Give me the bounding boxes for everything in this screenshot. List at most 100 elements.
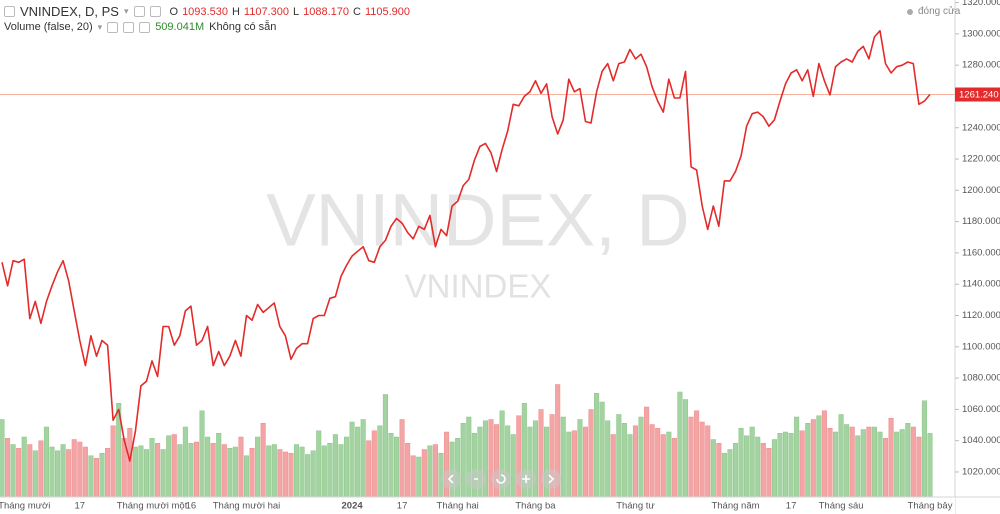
x-tick-label: Tháng năm — [711, 501, 759, 512]
volume-bar — [366, 440, 372, 498]
volume-bar — [927, 433, 933, 498]
volume-bar — [238, 436, 244, 498]
settings-icon[interactable] — [107, 21, 119, 33]
scroll-left-button[interactable] — [441, 469, 461, 489]
volume-bar — [616, 414, 622, 498]
volume-bar — [777, 433, 783, 498]
volume-bar — [921, 400, 927, 498]
close-icon[interactable] — [139, 21, 151, 33]
ohlc: O 1093.530 H 1107.300 L 1088.170 C 1105.900 — [170, 6, 411, 18]
volume-bar — [232, 446, 238, 498]
volume-bar — [88, 455, 94, 498]
dropdown-arrow[interactable]: ▾ — [123, 6, 129, 16]
volume-bar — [782, 431, 789, 498]
volume-bar — [377, 425, 383, 498]
hide-icon[interactable] — [149, 6, 161, 17]
x-tick-label: Tháng mười — [0, 501, 50, 512]
scroll-right-button[interactable] — [541, 469, 561, 489]
volume-bar — [0, 419, 5, 498]
volume-bar — [43, 426, 49, 498]
x-tick-label: 17 — [75, 501, 86, 512]
volume-bar — [210, 443, 216, 498]
y-tick-label: 1220.000 — [962, 154, 1000, 165]
symbol: VNINDEX, D, PS — [20, 4, 119, 19]
volume-bar — [249, 448, 255, 498]
volume-bar — [788, 433, 794, 498]
volume-bar — [421, 449, 427, 498]
y-tick-label: 1200.000 — [962, 185, 1000, 196]
status-dot — [907, 8, 913, 15]
volume-bar — [532, 420, 538, 498]
volume-bar — [93, 458, 99, 498]
y-tick-label: 1100.000 — [962, 341, 1000, 352]
volume-bar — [866, 426, 872, 498]
volume-bar — [883, 438, 889, 498]
volume-bar — [338, 444, 344, 498]
reset-button[interactable] — [491, 469, 511, 489]
volume-bar — [677, 391, 683, 498]
volume-bar — [638, 416, 644, 498]
y-tick-label: 1080.000 — [962, 373, 1000, 384]
volume-bar — [794, 416, 800, 498]
volume-bar — [299, 446, 305, 498]
volume-bar — [143, 449, 150, 498]
volume-bar — [227, 448, 233, 498]
x-tick-label: Tháng bảy — [908, 501, 953, 512]
settings-icon[interactable] — [133, 6, 145, 17]
dropdown-arrow[interactable]: ▾ — [97, 21, 103, 32]
volume-bar — [255, 436, 261, 498]
volume-bar — [705, 425, 711, 498]
volume-bar — [621, 423, 627, 498]
collapse-icon[interactable] — [4, 6, 15, 17]
nav-icons — [447, 474, 555, 484]
x-tick-label: Tháng mười một — [117, 501, 188, 512]
volume-bar — [99, 453, 105, 498]
volume-bar — [388, 433, 394, 498]
volume-bar — [182, 426, 188, 498]
volume-bar — [460, 423, 466, 498]
y-tick-label: 1300.000 — [962, 28, 1000, 39]
x-tick-label: Tháng mười hai — [213, 501, 281, 512]
volume-bar — [343, 436, 350, 498]
ohlc-key: O — [169, 5, 179, 18]
volume-bar — [605, 420, 611, 498]
y-tick-label: 1140.000 — [962, 279, 1000, 290]
volume-bar — [760, 443, 766, 498]
ohlc-value: 1105.900 — [364, 5, 411, 18]
volume-bar — [510, 434, 516, 498]
price-level-label: 1261.240 — [959, 90, 999, 101]
volume-bar — [49, 446, 55, 498]
volume-bar — [77, 441, 83, 498]
volume-bar — [594, 393, 600, 498]
x-tick-label: Tháng tư — [616, 501, 655, 512]
ohlc-key: C — [353, 5, 361, 18]
volume-bar — [599, 401, 605, 498]
volume-bar — [55, 450, 61, 498]
ohlc-value: 1093.530 — [182, 5, 228, 18]
volume-bar — [394, 436, 400, 498]
x-tick-label: 17 — [397, 501, 408, 512]
volume-bar — [82, 446, 88, 498]
volume-bar — [66, 449, 72, 498]
volume-bar — [138, 445, 144, 498]
time-axis-panel — [0, 497, 955, 514]
volume-bar — [60, 444, 66, 498]
volume-bar — [188, 443, 194, 498]
y-tick-label: 1020.000 — [962, 466, 1000, 477]
volume-bar — [916, 436, 922, 498]
volume-bar — [560, 416, 566, 498]
volume-bar — [177, 444, 183, 498]
hide-icon[interactable] — [123, 21, 135, 33]
ohlc-value: 1107.300 — [243, 5, 289, 18]
volume-bar — [371, 430, 377, 498]
volume-bar — [410, 455, 416, 498]
volume-bar — [627, 434, 633, 498]
volume-bar — [321, 445, 327, 498]
volume-bar — [588, 409, 594, 498]
x-tick-label: 17 — [786, 501, 797, 512]
volume-bar — [816, 415, 822, 498]
volume-bar — [32, 450, 38, 498]
volume-bar — [10, 444, 16, 498]
volume-bar — [399, 419, 405, 498]
y-tick-label: 1240.000 — [962, 122, 1000, 133]
